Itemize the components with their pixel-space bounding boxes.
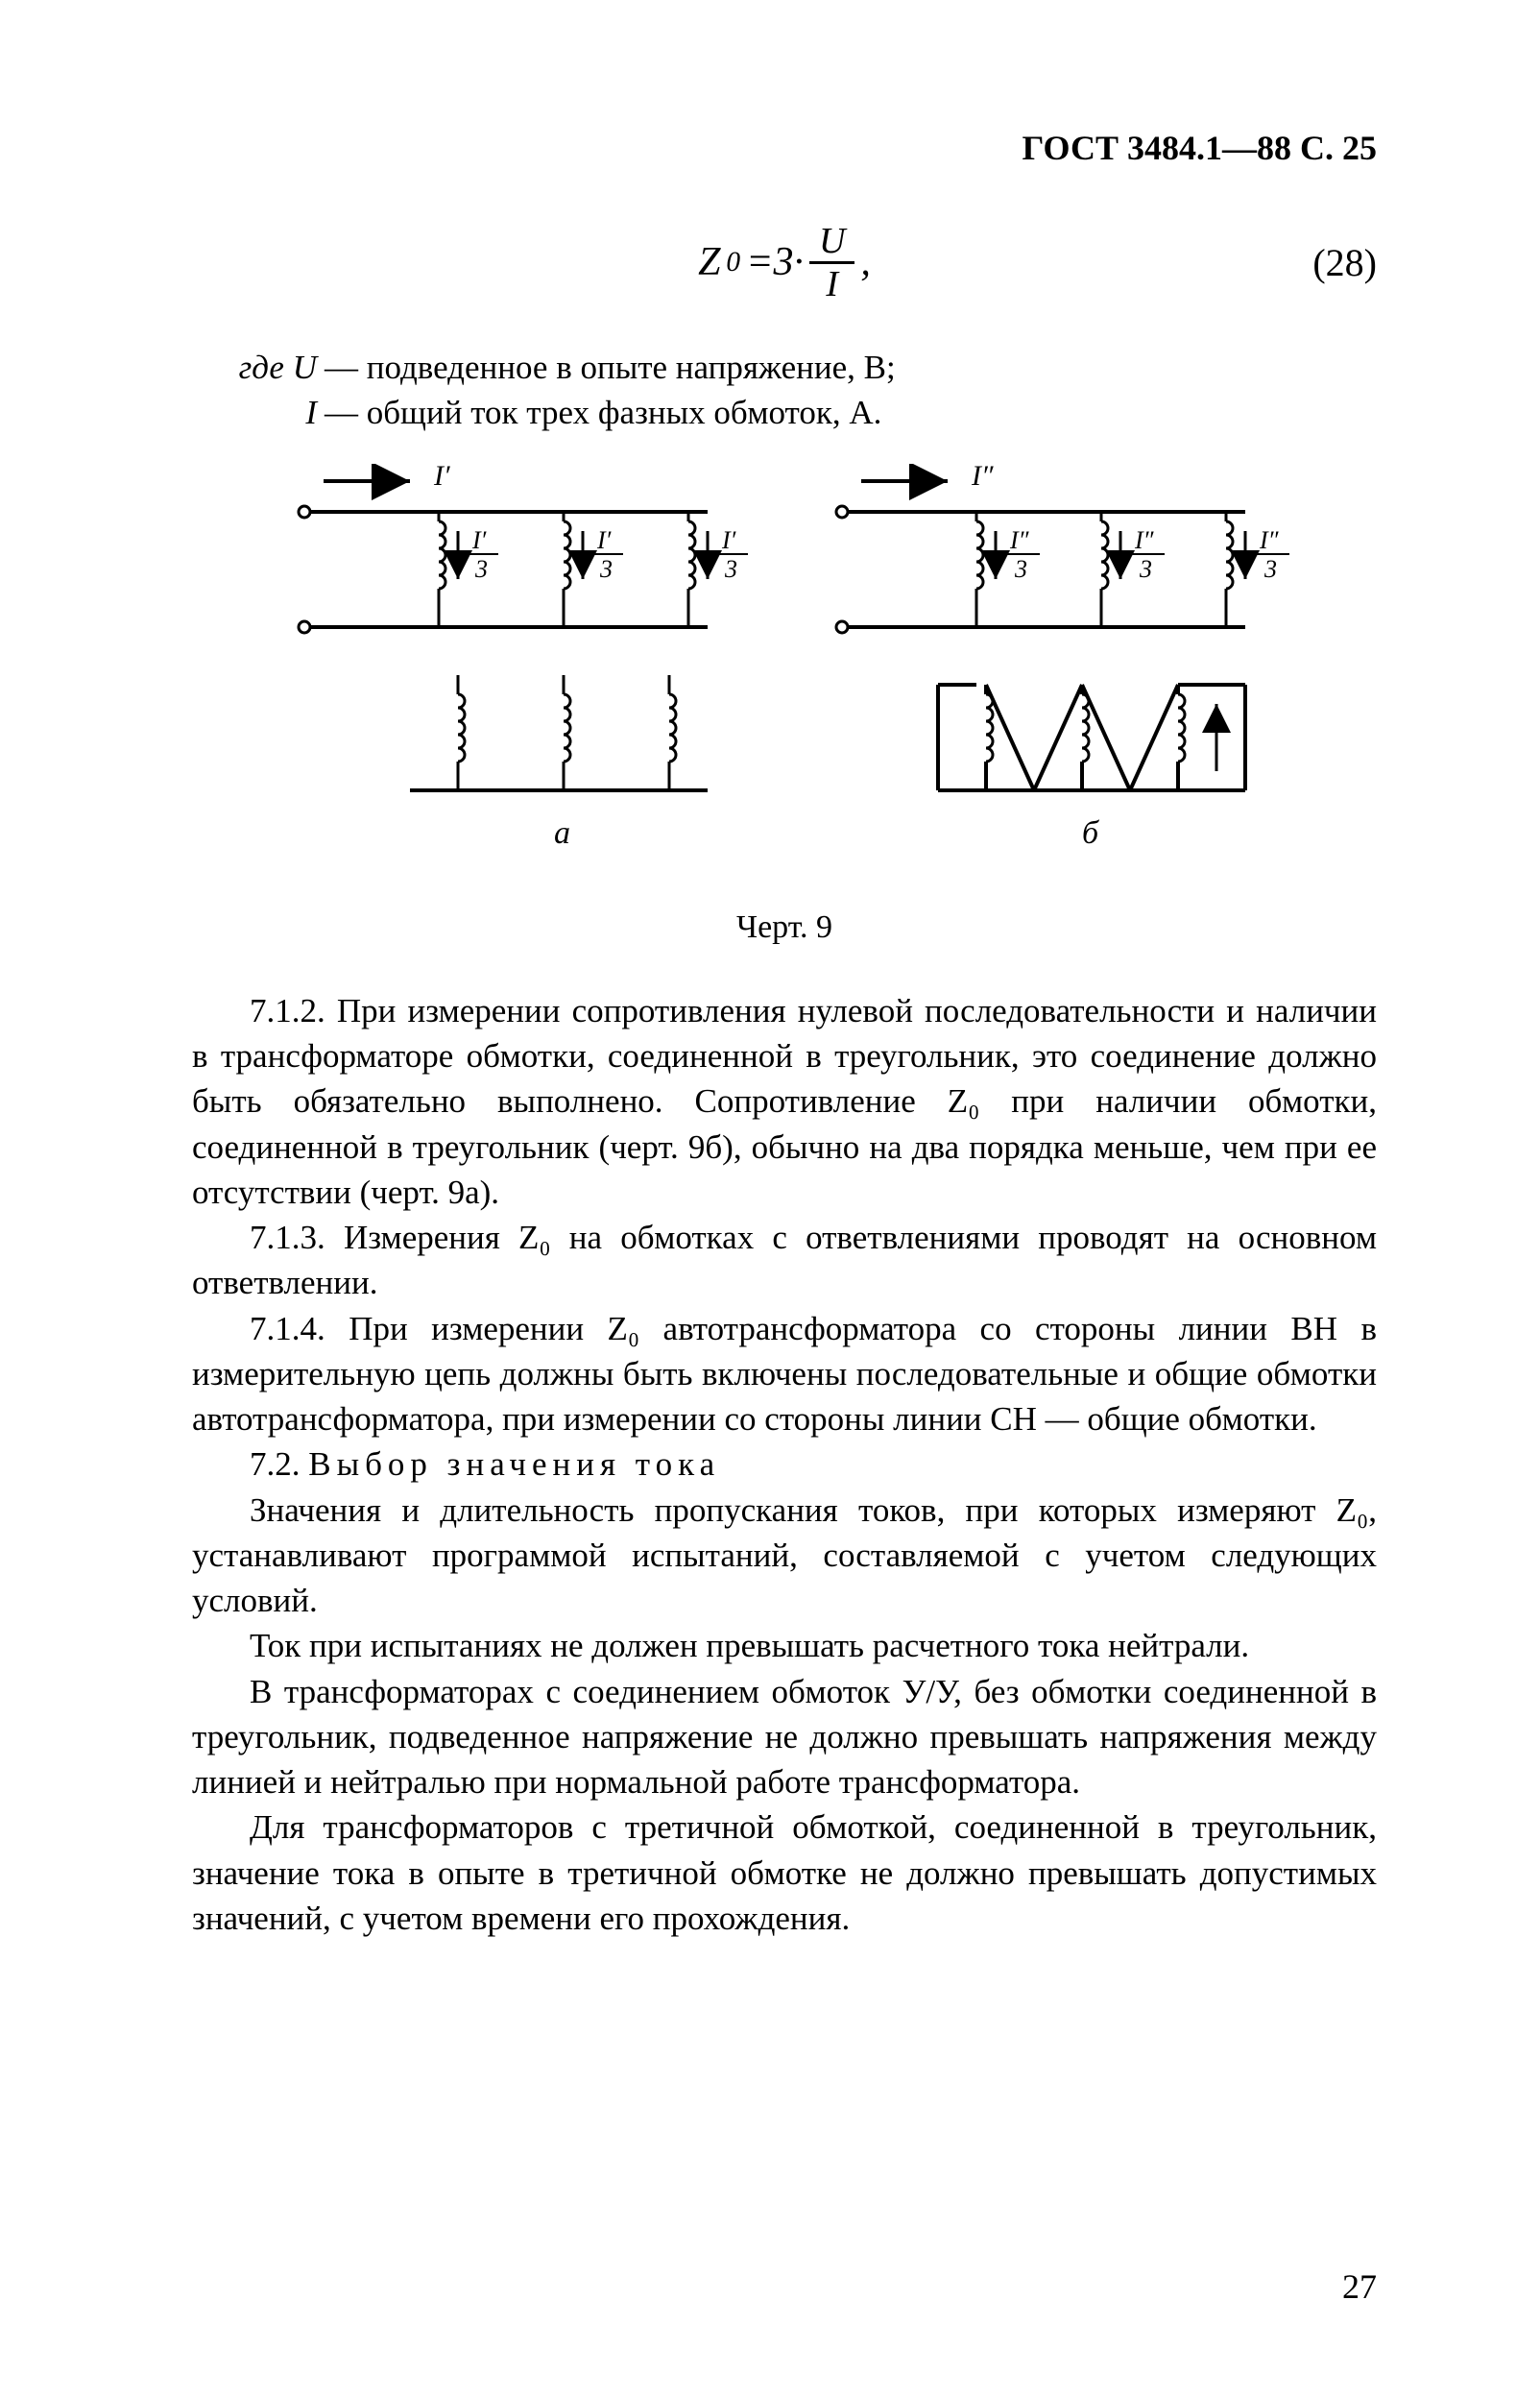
fig-left-frac3-den: 3	[724, 555, 737, 583]
fig-left-frac1-den: 3	[474, 555, 488, 583]
fig-right-frac3-num: I″	[1259, 526, 1280, 554]
fig-right-frac3-den: 3	[1263, 555, 1277, 583]
para-7-1-3: 7.1.3. Измерения Z₀ на обмотках с ответв…	[192, 1215, 1377, 1306]
where-text-2: — общий ток трех фазных обмоток, А.	[325, 390, 881, 435]
figure-caption: Черт. 9	[192, 906, 1377, 950]
eq-tail: ,	[860, 235, 871, 290]
fig-left-Iprime: I′	[433, 464, 450, 492]
para-7-2-text: Выбор значения тока	[308, 1445, 720, 1483]
eq-frac-num: U	[809, 223, 854, 264]
equation-number: (28)	[1312, 237, 1377, 289]
where-text-1: — подведенное в опыте напряжение, В;	[325, 345, 896, 390]
fig-left-frac3-num: I′	[721, 526, 736, 554]
fig-left-frac1-num: I′	[471, 526, 487, 554]
fig-right-frac1-num: I″	[1009, 526, 1030, 554]
fig-label-a: а	[554, 815, 570, 851]
where-sym-2: I	[192, 390, 325, 435]
para-7-2-body2: Ток при испытаниях не должен превышать р…	[192, 1623, 1377, 1668]
fig-right-frac2-den: 3	[1139, 555, 1152, 583]
fig-right-frac2-num: I″	[1134, 526, 1155, 554]
para-7-2-body4: Для трансформаторов с третичной обмоткой…	[192, 1804, 1377, 1941]
where-block: где U — подведенное в опыте напряжение, …	[192, 345, 1377, 436]
fig-label-b: б	[1082, 815, 1100, 851]
fig-right-frac1-den: 3	[1014, 555, 1027, 583]
where-prefix: где	[239, 349, 293, 386]
para-7-2-body1: Значения и длительность пропускания токо…	[192, 1488, 1377, 1624]
page-header: ГОСТ 3484.1—88 С. 25	[192, 125, 1377, 172]
eq-eq: =3·	[746, 235, 804, 290]
para-7-1-2: 7.1.2. При измерении сопротивления нулев…	[192, 988, 1377, 1215]
eq-frac-den: I	[816, 264, 848, 303]
fig-left-frac2-num: I′	[596, 526, 612, 554]
eq-lhs-var: Z	[698, 235, 720, 290]
para-7-2-num: 7.2.	[250, 1445, 308, 1483]
figure-9: I′ I′	[192, 464, 1377, 886]
equation-28: Z0 =3· U I , (28)	[192, 220, 1377, 306]
fig-left-frac2-den: 3	[599, 555, 613, 583]
fig-right-Idprime: I″	[971, 464, 994, 492]
where-sym-1: U	[293, 349, 317, 386]
eq-lhs-sub: 0	[726, 244, 740, 282]
para-7-2-body3: В трансформаторах с соединением обмоток …	[192, 1669, 1377, 1805]
eq-frac: U I	[809, 223, 854, 303]
para-7-1-4: 7.1.4. При измерении Z₀ автотрансформато…	[192, 1306, 1377, 1442]
page-number: 27	[1342, 2264, 1377, 2311]
para-7-2-title: 7.2. Выбор значения тока	[192, 1441, 1377, 1487]
